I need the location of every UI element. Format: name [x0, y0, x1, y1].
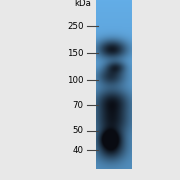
Text: 70: 70 [73, 101, 84, 110]
Text: 150: 150 [67, 49, 84, 58]
Text: 250: 250 [67, 22, 84, 31]
Text: 50: 50 [73, 126, 84, 135]
Text: kDa: kDa [74, 0, 91, 8]
Text: 100: 100 [67, 76, 84, 85]
Text: 40: 40 [73, 146, 84, 155]
